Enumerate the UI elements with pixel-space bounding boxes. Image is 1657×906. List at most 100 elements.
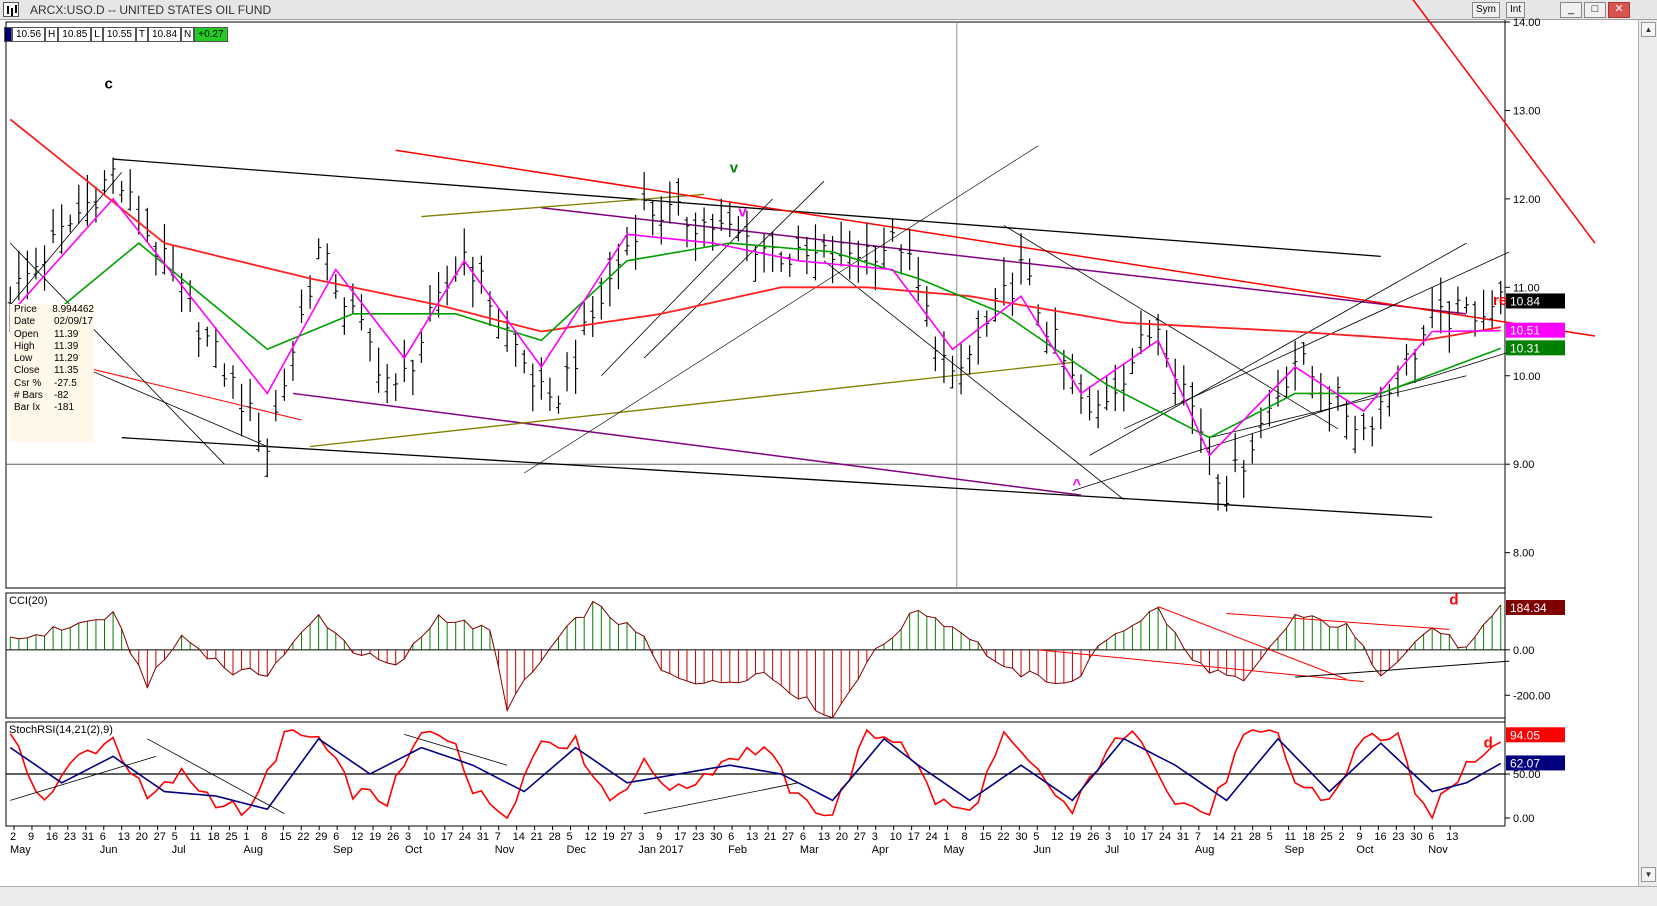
x-month-label: Jun [1033, 844, 1051, 856]
x-day-label: 30 [1015, 831, 1027, 843]
info-key: Low [14, 353, 33, 365]
x-day-label: 13 [1446, 831, 1458, 843]
cci-title: CCI(20) [9, 595, 48, 607]
stoch-value-box [1506, 755, 1565, 771]
x-day-label: 23 [1392, 831, 1404, 843]
close-icon[interactable]: ✕ [1608, 2, 1630, 18]
x-day-label: 6 [728, 831, 734, 843]
trend-line [113, 158, 1381, 258]
info-value: 11.29 [54, 353, 79, 365]
info-value: 8.994462 [52, 304, 94, 315]
x-day-label: 8 [961, 831, 967, 843]
info-key: # Bars [14, 390, 43, 402]
x-day-label: 12 [1051, 831, 1063, 843]
x-day-label: 1 [944, 831, 950, 843]
x-day-label: 14 [513, 831, 525, 843]
info-value: -181 [54, 402, 75, 414]
x-day-label: 2 [10, 831, 16, 843]
x-day-label: 14 [1213, 831, 1225, 843]
x-day-label: 6 [333, 831, 339, 843]
x-day-label: 21 [1231, 831, 1243, 843]
price-tick-label: 13.00 [1513, 105, 1541, 117]
cci-tick-label: 0.00 [1513, 645, 1534, 657]
restore-icon[interactable]: □ [1584, 2, 1606, 18]
info-key: Bar Ix [14, 402, 41, 414]
x-day-label: 31 [477, 831, 489, 843]
x-day-label: 25 [225, 831, 237, 843]
x-day-label: 19 [1069, 831, 1081, 843]
price-tick-label: 8.00 [1513, 548, 1534, 560]
x-day-label: 17 [441, 831, 453, 843]
price-label-box [1506, 340, 1565, 356]
chart-annotation: v [738, 204, 747, 221]
info-row: # Bars -82 [14, 390, 94, 402]
trend-line [1123, 251, 1510, 430]
cci-trend-line [1157, 606, 1347, 680]
horizontal-scrollbar[interactable] [0, 886, 1657, 906]
minimize-icon[interactable]: _ [1560, 2, 1582, 18]
panel-frame [5, 21, 1506, 589]
x-day-label: 22 [297, 831, 309, 843]
x-day-label: 22 [997, 831, 1009, 843]
trend-line [421, 193, 705, 218]
cci-line [10, 600, 1502, 719]
info-value: 11.35 [54, 365, 79, 377]
quote-value-h: 10.85 [58, 27, 92, 42]
x-day-label: 25 [1321, 831, 1333, 843]
x-month-label: Nov [495, 844, 515, 856]
x-month-label: Jan 2017 [638, 844, 683, 856]
x-day-label: 15 [279, 831, 291, 843]
x-month-label: Apr [872, 844, 889, 856]
x-day-label: 27 [782, 831, 794, 843]
stoch-trend-line [147, 738, 285, 814]
int-button[interactable]: Int [1506, 2, 1526, 18]
x-month-label: Jul [172, 844, 186, 856]
info-key: Price [14, 304, 37, 315]
trend-line [9, 242, 225, 465]
cci-value-box [1506, 600, 1565, 615]
stoch-series-line [9, 728, 1502, 820]
info-value: 11.39 [54, 328, 79, 340]
trend-line [292, 392, 1082, 496]
price-tick-label: 9.00 [1513, 459, 1534, 471]
window-title: ARCX:USO.D -- UNITED STATES OIL FUND [30, 3, 272, 17]
info-row: Low 11.29 [14, 353, 94, 365]
x-month-label: Aug [1195, 844, 1215, 856]
x-day-label: 3 [1105, 831, 1111, 843]
stoch-tick-label: 50.00 [1513, 769, 1541, 781]
x-day-label: 3 [405, 831, 411, 843]
x-day-label: 3 [638, 831, 644, 843]
stoch-annotation: d [1484, 735, 1493, 752]
cci-trend-line [1295, 660, 1510, 678]
x-day-label: 12 [584, 831, 596, 843]
info-value: 02/09/17 [54, 316, 93, 328]
x-month-label: Oct [1356, 844, 1373, 856]
trend-line [395, 149, 1596, 337]
x-month-label: Aug [243, 844, 263, 856]
x-month-label: Nov [1428, 844, 1448, 856]
x-day-label: 9 [1356, 831, 1362, 843]
quote-label-t: T [135, 27, 148, 42]
x-day-label: 6 [800, 831, 806, 843]
x-month-label: Dec [567, 844, 587, 856]
info-row: Close 11.35 [14, 365, 94, 377]
x-month-label: May [944, 844, 965, 856]
x-day-label: 27 [620, 831, 632, 843]
info-row: Open 11.39 [14, 329, 94, 341]
x-day-label: 11 [1285, 831, 1296, 843]
info-value: -82 [54, 390, 69, 402]
x-day-label: 11 [190, 831, 201, 843]
x-day-label: 16 [1374, 831, 1386, 843]
trend-line [121, 437, 1433, 518]
x-day-label: 8 [261, 831, 267, 843]
price-tick-label: 10.00 [1513, 371, 1541, 383]
x-day-label: 17 [908, 831, 920, 843]
vertical-scrollbar[interactable]: ▲ ▼ [1638, 20, 1657, 886]
sym-button[interactable]: Sym [1472, 2, 1500, 18]
scroll-up-icon[interactable]: ▲ [1641, 22, 1656, 37]
scroll-down-icon[interactable]: ▼ [1641, 867, 1656, 882]
x-day-label: 30 [710, 831, 722, 843]
x-day-label: 17 [1141, 831, 1153, 843]
info-row: Csr % -27.5 [14, 378, 94, 390]
info-row: Price 8.994462 [14, 304, 94, 316]
